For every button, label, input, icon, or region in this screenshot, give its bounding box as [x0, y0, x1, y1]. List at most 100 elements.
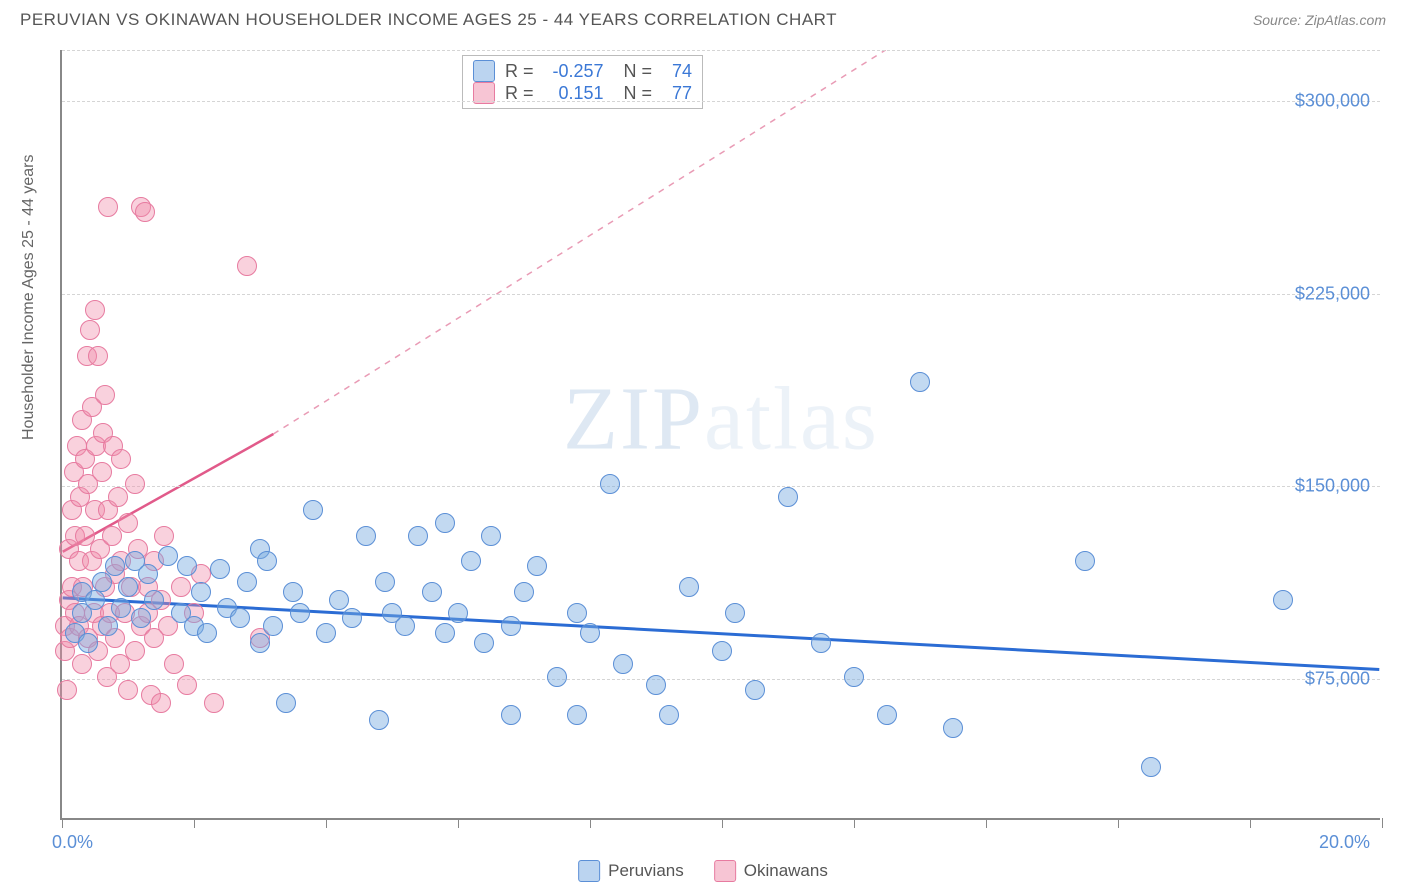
data-point-peruvian [144, 590, 164, 610]
x-axis-max-label: 20.0% [1319, 832, 1370, 853]
data-point-peruvian [778, 487, 798, 507]
data-point-peruvian [712, 641, 732, 661]
data-point-peruvian [435, 513, 455, 533]
grid-line [62, 294, 1380, 295]
data-point-peruvian [105, 556, 125, 576]
data-point-peruvian [303, 500, 323, 520]
data-point-peruvian [257, 551, 277, 571]
data-point-okinawan [92, 462, 112, 482]
data-point-okinawan [72, 654, 92, 674]
data-point-okinawan [98, 197, 118, 217]
data-point-peruvian [138, 564, 158, 584]
data-point-peruvian [435, 623, 455, 643]
data-point-okinawan [102, 526, 122, 546]
data-point-peruvian [250, 633, 270, 653]
grid-line [62, 486, 1380, 487]
x-tick [986, 818, 987, 828]
data-point-okinawan [125, 474, 145, 494]
data-point-peruvian [191, 582, 211, 602]
data-point-peruvian [422, 582, 442, 602]
trend-lines [62, 50, 1380, 818]
data-point-peruvian [448, 603, 468, 623]
data-point-peruvian [210, 559, 230, 579]
data-point-peruvian [580, 623, 600, 643]
data-point-peruvian [290, 603, 310, 623]
data-point-peruvian [316, 623, 336, 643]
data-point-peruvian [230, 608, 250, 628]
data-point-peruvian [679, 577, 699, 597]
data-point-okinawan [125, 641, 145, 661]
x-tick [1382, 818, 1383, 828]
data-point-peruvian [659, 705, 679, 725]
data-point-peruvian [725, 603, 745, 623]
data-point-peruvian [356, 526, 376, 546]
data-point-peruvian [158, 546, 178, 566]
data-point-peruvian [567, 705, 587, 725]
y-tick-label: $75,000 [1305, 668, 1370, 689]
data-point-peruvian [461, 551, 481, 571]
data-point-peruvian [811, 633, 831, 653]
data-point-peruvian [613, 654, 633, 674]
data-point-okinawan [177, 675, 197, 695]
data-point-okinawan [111, 449, 131, 469]
data-point-peruvian [474, 633, 494, 653]
data-point-peruvian [1075, 551, 1095, 571]
y-tick-label: $150,000 [1295, 476, 1370, 497]
data-point-okinawan [237, 256, 257, 276]
grid-line [62, 101, 1380, 102]
x-tick [326, 818, 327, 828]
data-point-peruvian [943, 718, 963, 738]
data-point-peruvian [177, 556, 197, 576]
x-tick [1118, 818, 1119, 828]
data-point-peruvian [1273, 590, 1293, 610]
data-point-peruvian [877, 705, 897, 725]
data-point-peruvian [527, 556, 547, 576]
chart-header: PERUVIAN VS OKINAWAN HOUSEHOLDER INCOME … [0, 0, 1406, 30]
legend-item-peruvians: Peruvians [578, 860, 684, 882]
x-tick [194, 818, 195, 828]
data-point-okinawan [118, 680, 138, 700]
data-point-peruvian [85, 590, 105, 610]
data-point-peruvian [131, 608, 151, 628]
data-point-peruvian [342, 608, 362, 628]
source-attribution: Source: ZipAtlas.com [1253, 12, 1386, 28]
x-tick [458, 818, 459, 828]
data-point-peruvian [514, 582, 534, 602]
swatch-blue-icon [578, 860, 600, 882]
data-point-peruvian [111, 598, 131, 618]
data-point-peruvian [745, 680, 765, 700]
x-tick [62, 818, 63, 828]
y-axis-label: Householder Income Ages 25 - 44 years [20, 155, 38, 441]
data-point-okinawan [57, 680, 77, 700]
data-point-peruvian [98, 616, 118, 636]
data-point-peruvian [369, 710, 389, 730]
data-point-okinawan [204, 693, 224, 713]
data-point-peruvian [600, 474, 620, 494]
data-point-peruvian [237, 572, 257, 592]
x-tick [1250, 818, 1251, 828]
data-point-okinawan [171, 577, 191, 597]
data-point-peruvian [276, 693, 296, 713]
data-point-peruvian [78, 633, 98, 653]
y-tick-label: $300,000 [1295, 91, 1370, 112]
stats-row-1: R = -0.257 N = 74 [473, 60, 692, 82]
data-point-peruvian [395, 616, 415, 636]
x-tick [590, 818, 591, 828]
data-point-okinawan [118, 513, 138, 533]
x-axis-min-label: 0.0% [52, 832, 93, 853]
data-point-okinawan [95, 385, 115, 405]
data-point-okinawan [88, 346, 108, 366]
legend-item-okinawans: Okinawans [714, 860, 828, 882]
chart-title: PERUVIAN VS OKINAWAN HOUSEHOLDER INCOME … [20, 10, 837, 30]
data-point-okinawan [108, 487, 128, 507]
data-point-peruvian [844, 667, 864, 687]
data-point-peruvian [329, 590, 349, 610]
watermark-text: ZIPatlas [563, 367, 879, 470]
y-tick-label: $225,000 [1295, 283, 1370, 304]
grid-line [62, 679, 1380, 680]
data-point-peruvian [501, 616, 521, 636]
data-point-peruvian [197, 623, 217, 643]
data-point-peruvian [481, 526, 501, 546]
x-tick [722, 818, 723, 828]
data-point-peruvian [501, 705, 521, 725]
